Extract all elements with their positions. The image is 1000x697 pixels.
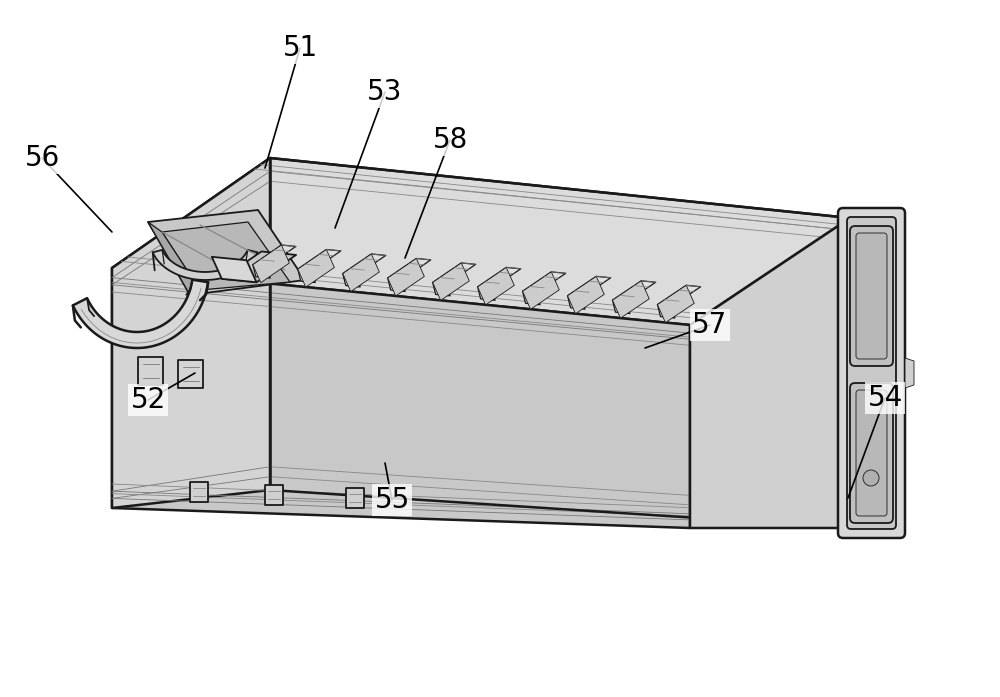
Polygon shape [178,360,203,388]
Polygon shape [153,250,257,280]
Circle shape [863,470,879,486]
Polygon shape [190,482,208,503]
Polygon shape [148,210,305,295]
Polygon shape [523,272,566,293]
FancyBboxPatch shape [856,390,887,516]
Polygon shape [138,357,163,385]
Polygon shape [388,259,431,279]
Text: 54: 54 [867,384,903,412]
Text: 57: 57 [692,311,728,339]
Polygon shape [657,285,701,306]
Polygon shape [343,254,386,275]
Polygon shape [346,489,364,508]
Text: 55: 55 [374,486,410,514]
Polygon shape [112,268,690,528]
Polygon shape [690,218,850,528]
Polygon shape [265,485,283,505]
Polygon shape [148,222,200,295]
Polygon shape [433,263,476,284]
FancyBboxPatch shape [856,233,887,359]
Polygon shape [388,278,405,291]
Polygon shape [298,269,315,282]
Text: 51: 51 [282,34,318,62]
Polygon shape [568,276,611,297]
Text: 56: 56 [24,144,60,172]
Polygon shape [433,282,450,296]
Polygon shape [523,291,540,305]
Text: 58: 58 [432,126,468,154]
FancyBboxPatch shape [847,217,896,529]
Polygon shape [298,250,334,287]
Polygon shape [523,272,559,309]
Polygon shape [612,300,630,314]
Polygon shape [222,252,296,282]
Polygon shape [612,281,649,318]
Polygon shape [657,305,675,318]
Polygon shape [253,265,270,278]
Polygon shape [73,279,208,348]
Polygon shape [298,250,341,270]
Polygon shape [343,254,379,291]
Polygon shape [253,245,289,283]
Polygon shape [568,296,585,309]
Text: 53: 53 [367,78,403,106]
Polygon shape [612,281,656,302]
Polygon shape [568,276,604,314]
Polygon shape [112,158,850,325]
Polygon shape [212,256,257,282]
Polygon shape [433,263,469,300]
FancyBboxPatch shape [838,208,905,538]
Polygon shape [478,287,495,300]
Polygon shape [112,158,270,508]
Polygon shape [343,273,360,287]
Polygon shape [478,268,514,305]
Polygon shape [478,268,521,289]
FancyBboxPatch shape [850,383,893,523]
Text: 52: 52 [130,386,166,414]
Polygon shape [162,222,290,290]
Polygon shape [905,358,914,388]
Polygon shape [253,245,296,266]
FancyBboxPatch shape [850,226,893,366]
Polygon shape [657,285,694,323]
Polygon shape [388,259,424,296]
